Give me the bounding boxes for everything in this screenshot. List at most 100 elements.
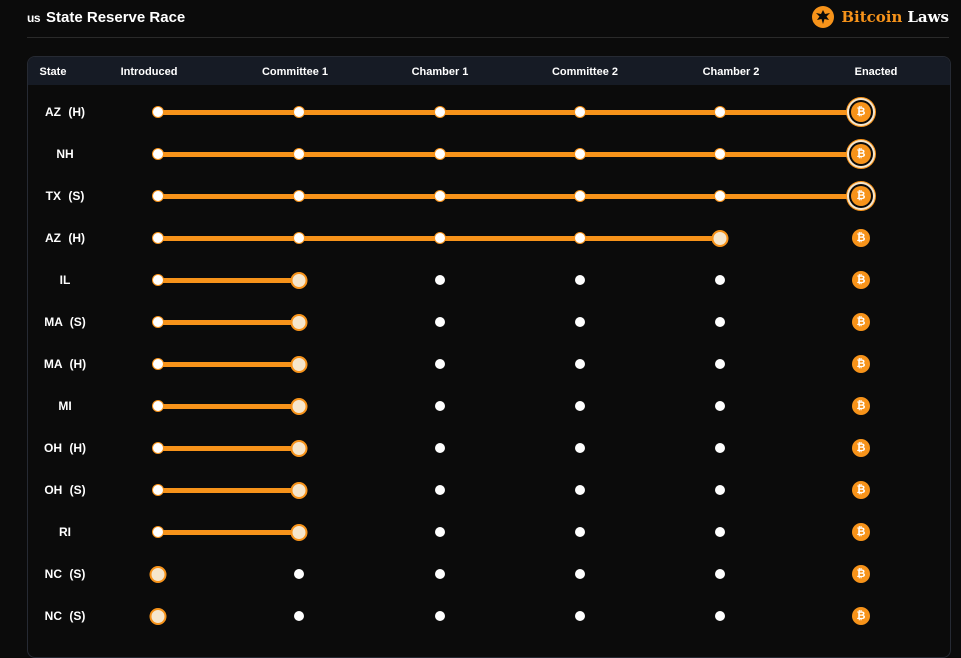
table-row[interactable]: MA (S) ₿ xyxy=(28,301,950,343)
bitcoin-icon: ₿ xyxy=(852,271,870,289)
table-row[interactable]: OH (S) ₿ xyxy=(28,469,950,511)
table-row[interactable]: NC (S) ₿ xyxy=(28,553,950,595)
pending-stage-dot xyxy=(575,317,585,327)
bitcoin-icon: ₿ xyxy=(852,565,870,583)
pending-stage-dot xyxy=(435,569,445,579)
state-label: NH xyxy=(56,147,74,161)
eagle-seal-icon xyxy=(812,6,835,28)
completed-stage-dot xyxy=(293,106,305,118)
table-row[interactable]: AZ (H) ₿ xyxy=(28,91,950,133)
pending-stage-dot xyxy=(715,317,725,327)
pending-stage-dot xyxy=(575,443,585,453)
pending-stage-dot xyxy=(435,527,445,537)
state-label: NC (S) xyxy=(44,567,86,581)
state-label: AZ (H) xyxy=(45,105,85,119)
pending-stage-dot xyxy=(575,569,585,579)
bitcoin-icon: ₿ xyxy=(852,355,870,373)
pending-stage-dot xyxy=(575,275,585,285)
pending-stage-dot xyxy=(715,527,725,537)
current-stage-marker xyxy=(290,356,308,373)
completed-stage-dot xyxy=(574,148,586,160)
pending-stage-dot xyxy=(715,443,725,453)
completed-stage-dot xyxy=(574,190,586,202)
state-label: TX (S) xyxy=(45,189,85,203)
completed-stage-dot xyxy=(152,190,164,202)
table-row[interactable]: AZ (H) ₿ xyxy=(28,217,950,259)
current-stage-marker xyxy=(149,608,167,625)
state-label: RI xyxy=(59,525,71,539)
progress-bar xyxy=(158,278,299,283)
pending-stage-dot xyxy=(575,527,585,537)
pending-stage-dot xyxy=(715,401,725,411)
column-header-committee-1: Committee 1 xyxy=(261,66,329,78)
completed-stage-dot xyxy=(714,106,726,118)
completed-stage-dot xyxy=(434,106,446,118)
us-flag-icon: us xyxy=(27,10,41,25)
progress-bar xyxy=(158,152,861,157)
state-label: AZ (H) xyxy=(45,231,85,245)
enacted-bitcoin-icon: ₿ xyxy=(851,186,871,206)
pending-stage-dot xyxy=(294,569,304,579)
table-row[interactable]: OH (H) ₿ xyxy=(28,427,950,469)
completed-stage-dot xyxy=(293,232,305,244)
pending-stage-dot xyxy=(715,359,725,369)
completed-stage-dot xyxy=(152,274,164,286)
pending-stage-dot xyxy=(294,611,304,621)
completed-stage-dot xyxy=(152,316,164,328)
pending-stage-dot xyxy=(715,275,725,285)
table-row[interactable]: MI ₿ xyxy=(28,385,950,427)
page-title: State Reserve Race xyxy=(46,9,186,26)
enacted-bitcoin-icon: ₿ xyxy=(851,144,871,164)
pending-stage-dot xyxy=(575,401,585,411)
brand-logo[interactable]: Bitcoin Laws xyxy=(812,6,949,28)
column-header-committee-2: Committee 2 xyxy=(551,66,619,78)
state-label: MI xyxy=(58,399,72,413)
column-header-chamber-2: Chamber 2 xyxy=(702,66,760,78)
pending-stage-dot xyxy=(715,485,725,495)
current-stage-marker xyxy=(290,314,308,331)
table-row[interactable]: NC (S) ₿ xyxy=(28,595,950,637)
bitcoin-icon: ₿ xyxy=(852,313,870,331)
bitcoin-icon: ₿ xyxy=(852,439,870,457)
table-row[interactable]: MA (H) ₿ xyxy=(28,343,950,385)
current-stage-marker xyxy=(711,230,729,247)
state-race-table: State Introduced Committee 1 Chamber 1 C… xyxy=(27,56,951,658)
completed-stage-dot xyxy=(152,400,164,412)
table-row[interactable]: IL ₿ xyxy=(28,259,950,301)
column-header-enacted: Enacted xyxy=(854,66,898,78)
state-label: NC (S) xyxy=(44,609,86,623)
column-header-introduced: Introduced xyxy=(120,66,178,78)
bitcoin-icon: ₿ xyxy=(852,481,870,499)
completed-stage-dot xyxy=(293,190,305,202)
progress-bar xyxy=(158,194,861,199)
completed-stage-dot xyxy=(152,442,164,454)
bitcoin-icon: ₿ xyxy=(852,229,870,247)
completed-stage-dot xyxy=(152,232,164,244)
pending-stage-dot xyxy=(575,611,585,621)
pending-stage-dot xyxy=(575,485,585,495)
brand-name-bitcoin: Bitcoin xyxy=(841,8,903,26)
table-row[interactable]: TX (S) ₿ xyxy=(28,175,950,217)
pending-stage-dot xyxy=(435,275,445,285)
completed-stage-dot xyxy=(152,526,164,538)
completed-stage-dot xyxy=(152,148,164,160)
completed-stage-dot xyxy=(293,148,305,160)
pending-stage-dot xyxy=(435,443,445,453)
title-group: us State Reserve Race xyxy=(27,9,185,26)
table-row[interactable]: NH ₿ xyxy=(28,133,950,175)
completed-stage-dot xyxy=(574,232,586,244)
completed-stage-dot xyxy=(714,190,726,202)
progress-bar xyxy=(158,404,299,409)
table-row[interactable]: RI ₿ xyxy=(28,511,950,553)
enacted-bitcoin-icon: ₿ xyxy=(851,102,871,122)
pending-stage-dot xyxy=(575,359,585,369)
pending-stage-dot xyxy=(715,569,725,579)
current-stage-marker xyxy=(290,398,308,415)
state-label: IL xyxy=(59,273,71,287)
progress-bar xyxy=(158,488,299,493)
page-header: us State Reserve Race Bitcoin Laws xyxy=(27,0,949,38)
current-stage-marker xyxy=(290,524,308,541)
current-stage-marker xyxy=(290,272,308,289)
completed-stage-dot xyxy=(434,232,446,244)
completed-stage-dot xyxy=(434,190,446,202)
